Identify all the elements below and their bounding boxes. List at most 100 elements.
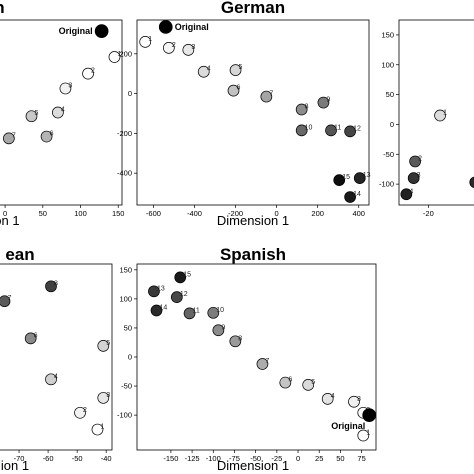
- data-point: [357, 429, 370, 442]
- data-point: [148, 285, 160, 298]
- data-point: [469, 176, 474, 189]
- point-label: 9: [326, 97, 330, 104]
- point-label: 8: [305, 104, 309, 111]
- point-label: 7: [269, 91, 273, 98]
- point-label: 2: [418, 155, 422, 162]
- data-point: [45, 373, 57, 386]
- original-point: [158, 20, 173, 34]
- point-label: 1: [117, 51, 121, 58]
- data-point: [400, 188, 413, 201]
- data-point: [162, 41, 175, 54]
- data-point: [207, 306, 220, 319]
- point-label: 8: [238, 335, 242, 342]
- x-tick-label: 0: [296, 454, 300, 463]
- point-label: 12: [353, 125, 361, 132]
- x-tick-label: 0: [275, 209, 279, 218]
- point-label: 15: [342, 174, 350, 181]
- data-point: [108, 51, 121, 63]
- data-point: [407, 172, 420, 184]
- data-point: [260, 90, 273, 103]
- panel-title: ean: [5, 245, 34, 264]
- point-label: 12: [180, 291, 188, 298]
- plot-frame: [398, 19, 474, 206]
- data-point: [45, 280, 57, 293]
- x-tick-label: -600: [146, 209, 161, 218]
- x-tick-label: -200: [228, 209, 243, 218]
- point-label: 7: [265, 358, 269, 365]
- x-tick-label: -20: [423, 209, 434, 218]
- x-axis-label: Dimension 1: [217, 458, 289, 473]
- point-label: 14: [159, 305, 167, 312]
- x-tick-label: 200: [311, 209, 324, 218]
- x-tick-label: -50: [72, 454, 83, 463]
- y-tick-label: 50: [124, 323, 132, 332]
- panel-title: German: [221, 0, 285, 17]
- point-label: 3: [417, 172, 421, 179]
- data-point: [182, 43, 195, 56]
- data-point: [229, 64, 242, 76]
- data-point: [139, 36, 152, 48]
- x-axis-label: ion 1: [1, 458, 29, 473]
- y-tick-label: 100: [119, 294, 132, 303]
- data-point: [3, 132, 15, 145]
- point-label: 2: [172, 42, 176, 49]
- data-point: [409, 155, 421, 168]
- data-point: [353, 172, 366, 184]
- x-tick-label: 50: [39, 209, 47, 218]
- point-label: 4: [61, 107, 65, 114]
- data-point: [434, 109, 446, 122]
- point-label: 5: [106, 340, 110, 347]
- original-label: Original: [331, 421, 365, 431]
- point-label: 3: [191, 44, 195, 51]
- point-label: 4: [409, 188, 413, 195]
- x-tick-label: -100: [206, 454, 221, 463]
- point-label: 10: [305, 124, 313, 131]
- data-point: [174, 271, 187, 284]
- point-label: 9: [221, 324, 225, 331]
- data-point: [97, 392, 110, 404]
- x-tick-label: -400: [187, 209, 202, 218]
- data-point: [91, 423, 104, 436]
- data-point: [197, 65, 210, 78]
- data-point: [325, 124, 337, 137]
- y-tick-label: 150: [381, 30, 394, 39]
- point-label: 2: [83, 407, 87, 414]
- y-tick-label: 150: [119, 265, 132, 274]
- x-tick-label: -40: [101, 454, 112, 463]
- data-point: [150, 304, 163, 317]
- point-label: 11: [334, 124, 341, 131]
- y-tick-label: 50: [386, 90, 394, 99]
- data-point: [317, 96, 330, 109]
- y-tick-label: 0: [390, 120, 394, 129]
- y-tick-label: 0: [128, 353, 132, 362]
- point-label: 1: [366, 429, 370, 436]
- data-point: [82, 67, 94, 80]
- y-tick-label: -100: [379, 180, 394, 189]
- y-tick-label: -100: [117, 411, 132, 420]
- point-label: 5: [239, 64, 243, 71]
- x-axis-label: ension 1: [0, 213, 20, 228]
- x-axis-label: Dimension 1: [217, 213, 289, 228]
- data-point: [344, 191, 356, 203]
- x-tick-label: -75: [229, 454, 240, 463]
- data-point: [97, 339, 110, 352]
- point-label: 4: [54, 373, 58, 380]
- chart-panel-1: German -600 -400 -200 0 200 400 200 0 -200 -400 Dim…: [117, 0, 371, 228]
- original-label: Original: [59, 26, 93, 36]
- data-point: [344, 125, 356, 138]
- panel-title: Spanish: [220, 245, 286, 264]
- x-tick-label: 75: [357, 454, 365, 463]
- data-point: [170, 291, 183, 303]
- point-label: 5: [311, 379, 315, 386]
- data-point: [279, 376, 292, 389]
- data-point: [24, 332, 37, 345]
- data-point: [183, 307, 196, 320]
- data-point: [52, 106, 64, 119]
- point-label: 7: [12, 132, 16, 139]
- original-point: [94, 24, 109, 38]
- chart-panel-0: lish 0 50 100 150 ension 1 1 2 3 4 5 6 7 Original: [0, 0, 124, 228]
- data-point: [333, 174, 346, 186]
- point-label: 13: [157, 285, 165, 292]
- data-point: [229, 335, 242, 348]
